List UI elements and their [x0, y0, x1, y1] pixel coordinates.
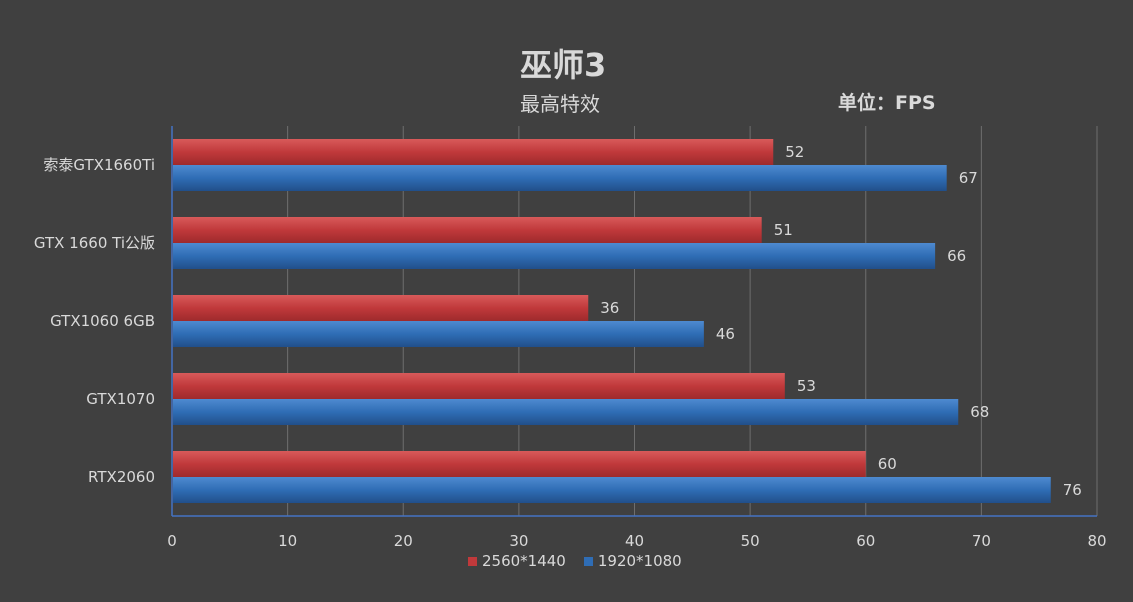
x-tick-label: 40	[625, 532, 644, 550]
bar-series-2	[173, 399, 959, 425]
legend-label-series-2: 1920*1080	[597, 552, 682, 570]
data-label: 36	[600, 299, 619, 317]
legend-item-series-1: 2560*1440	[468, 552, 566, 570]
data-label: 68	[970, 403, 989, 421]
data-label: 53	[797, 377, 816, 395]
data-label: 60	[878, 455, 897, 473]
category-label: RTX2060	[88, 468, 155, 486]
x-tick-label: 60	[856, 532, 875, 550]
category-label: GTX1060 6GB	[50, 312, 155, 330]
x-tick-label: 80	[1087, 532, 1106, 550]
legend: 2560*1440 1920*1080	[468, 552, 682, 570]
chart-title: 巫师3	[520, 46, 607, 84]
bar-series-2	[173, 165, 947, 191]
chart-subtitle: 最高特效	[520, 92, 600, 116]
category-label: GTX 1660 Ti公版	[34, 234, 155, 252]
data-label: 51	[774, 221, 793, 239]
x-tick-label: 20	[394, 532, 413, 550]
x-tick-label: 50	[741, 532, 760, 550]
x-tick-label: 10	[278, 532, 297, 550]
data-label: 46	[716, 325, 735, 343]
x-tick-label: 70	[972, 532, 991, 550]
bar-series-1	[173, 139, 774, 165]
bar-series-1	[173, 295, 589, 321]
data-label: 52	[785, 143, 804, 161]
bar-series-1	[173, 451, 866, 477]
bar-series-1	[173, 217, 762, 243]
x-tick-label: 30	[509, 532, 528, 550]
bar-series-2	[173, 243, 936, 269]
legend-label-series-1: 2560*1440	[482, 552, 566, 570]
bar-series-2	[173, 321, 704, 347]
unit-label: 单位：FPS	[838, 92, 936, 114]
data-label: 66	[947, 247, 966, 265]
legend-swatch-red	[468, 556, 477, 566]
legend-item-series-2: 1920*1080	[583, 552, 682, 570]
data-label: 67	[959, 169, 978, 187]
bar-series-1	[173, 373, 785, 399]
legend-swatch-blue	[583, 556, 593, 566]
x-tick-label: 0	[167, 532, 177, 550]
bar-series-2	[173, 477, 1051, 503]
data-label: 76	[1063, 481, 1082, 499]
category-label: GTX1070	[86, 390, 155, 408]
category-label: 索泰GTX1660Ti	[43, 156, 155, 174]
